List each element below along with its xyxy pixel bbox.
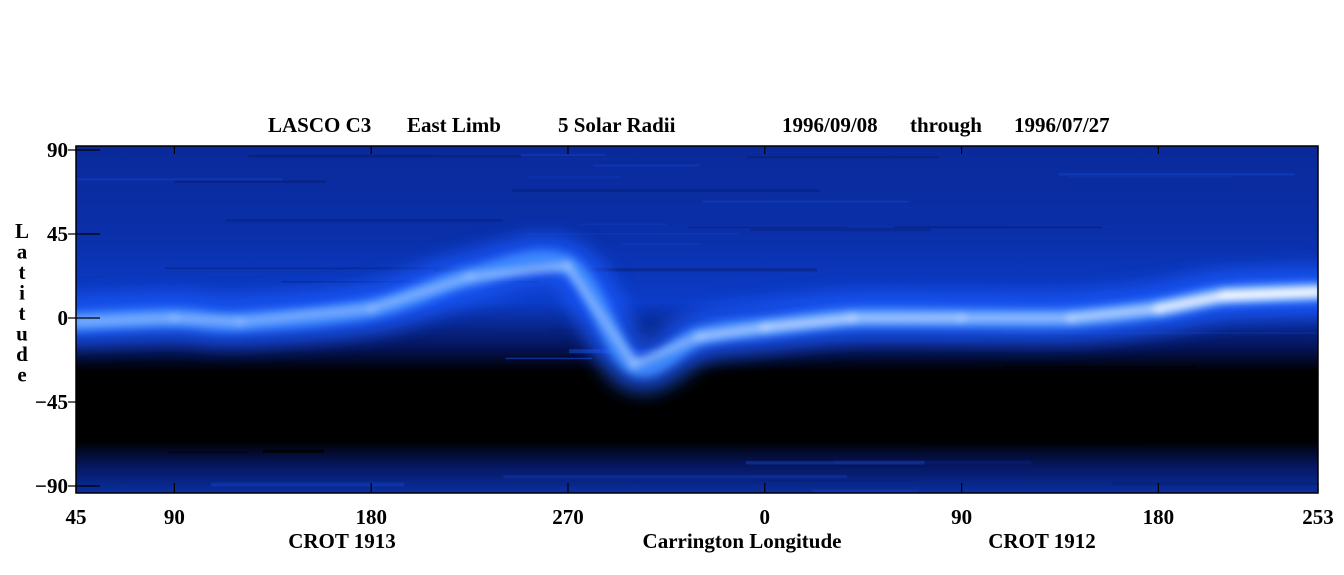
heatmap-streak xyxy=(579,223,667,225)
streamer-belt-segment xyxy=(76,313,179,326)
y-tick-label: 45 xyxy=(47,222,68,246)
heatmap-streak xyxy=(161,374,372,376)
streamer-belt-segment xyxy=(367,272,474,313)
heatmap-streak xyxy=(223,403,365,408)
streamer-belt-segment xyxy=(235,304,376,326)
x-tick-label: 270 xyxy=(552,505,584,529)
x-tick-label: 0 xyxy=(760,505,771,529)
heatmap-streak xyxy=(427,329,495,333)
heatmap-streak xyxy=(915,440,1147,445)
x-axis-label: Carrington Longitude xyxy=(643,529,842,553)
x-tick-label: 90 xyxy=(164,505,185,529)
heatmap-streak xyxy=(1068,175,1233,178)
y-tick-label: −90 xyxy=(35,474,68,498)
streamer-belt-segment xyxy=(170,313,245,326)
streamer-belt-segment xyxy=(563,261,638,369)
heatmap-streak xyxy=(790,394,931,397)
heatmap-streak xyxy=(525,232,739,235)
heatmap-streak xyxy=(248,154,521,158)
heatmap-streak xyxy=(756,479,918,482)
heatmap-streak xyxy=(437,154,606,157)
heatmap-streak xyxy=(812,489,919,493)
heatmap-streak xyxy=(585,403,812,408)
heatmap-streak xyxy=(384,391,621,393)
heatmap-streak xyxy=(262,449,324,453)
x-axis: 45 90 180 270 0 90 180 253 xyxy=(66,146,1334,529)
heatmap-streak xyxy=(747,156,939,159)
heatmap-streak xyxy=(621,243,702,246)
heatmap-streak xyxy=(833,460,1032,465)
heatmap-streak xyxy=(1109,407,1305,412)
streamer-belt-segment xyxy=(629,332,704,369)
y-axis-label-letter: t xyxy=(19,301,26,325)
heatmap-streak xyxy=(503,474,848,479)
streamer-belt-core xyxy=(76,261,1318,369)
chart-title-instrument: LASCO C3 xyxy=(268,113,371,137)
heatmap-streak xyxy=(165,267,503,270)
heatmap-streak xyxy=(1112,482,1318,486)
heatmap-image xyxy=(76,146,1318,493)
chart-title-date-end: 1996/07/27 xyxy=(1014,113,1110,137)
heatmap-streak xyxy=(1058,173,1296,176)
streamer-belt-segment xyxy=(465,261,573,282)
heatmap-streak xyxy=(745,460,925,465)
heatmap-streak xyxy=(1143,370,1302,373)
chart-title-date-start: 1996/09/08 xyxy=(782,113,878,137)
plot-frame xyxy=(75,145,1319,494)
y-axis-label-letter: u xyxy=(16,322,28,346)
y-axis-label-letter: t xyxy=(19,260,26,284)
streamer-belt-segment xyxy=(1218,285,1318,302)
x-tick-label: 45 xyxy=(66,505,87,529)
chart-title-through: through xyxy=(910,113,982,137)
x-tick-label: 90 xyxy=(951,505,972,529)
y-axis-label-letter: i xyxy=(19,281,25,305)
y-tick-label: −45 xyxy=(35,390,68,414)
heatmap-streak xyxy=(687,226,847,229)
y-axis-label-letter: a xyxy=(17,240,28,264)
heatmap-streak xyxy=(749,227,931,232)
heatmap-streak xyxy=(108,441,330,444)
heatmap-streak xyxy=(374,401,722,403)
heatmap-streak xyxy=(1004,225,1115,227)
heatmap-streak xyxy=(463,268,817,272)
x-tick-label: 180 xyxy=(1143,505,1175,529)
heatmap-streak xyxy=(228,420,339,422)
y-axis-label-letter: L xyxy=(15,219,29,243)
heatmap-streak xyxy=(505,357,592,360)
streamer-belt-segment xyxy=(1066,303,1164,323)
heatmap-streak xyxy=(174,180,327,183)
heatmap-streak xyxy=(168,451,250,454)
heatmap-streak xyxy=(1003,366,1196,368)
y-axis-label-letter: e xyxy=(17,363,26,387)
heatmap-streak xyxy=(894,226,1103,229)
y-axis-label-letter: d xyxy=(16,342,28,366)
chart-title-limb: East Limb xyxy=(407,113,501,137)
x-tick-label: 253 xyxy=(1302,505,1334,529)
x-tick-label: 180 xyxy=(355,505,387,529)
streamer-belt-segment xyxy=(759,313,858,333)
heatmap-streak xyxy=(210,482,405,487)
heatmap-streak xyxy=(225,219,503,222)
streamer-belt-segment xyxy=(694,322,770,342)
y-tick-label: 90 xyxy=(47,138,68,162)
heatmap-streak xyxy=(702,200,909,203)
chart-title-height: 5 Solar Radii xyxy=(558,113,676,137)
streamer-belt-segment xyxy=(1152,290,1230,315)
heatmap-streak xyxy=(593,164,701,167)
heatmap-streak xyxy=(76,178,283,181)
heatmap-streak xyxy=(512,188,821,193)
heatmap-streak xyxy=(580,408,863,411)
y-tick-label: 0 xyxy=(58,306,69,330)
y-axis: 90 45 0 −45 −90 xyxy=(35,138,100,498)
x-rotation-label-right: CROT 1912 xyxy=(988,529,1096,553)
heatmap-streak xyxy=(526,175,620,179)
x-rotation-label-left: CROT 1913 xyxy=(288,529,396,553)
